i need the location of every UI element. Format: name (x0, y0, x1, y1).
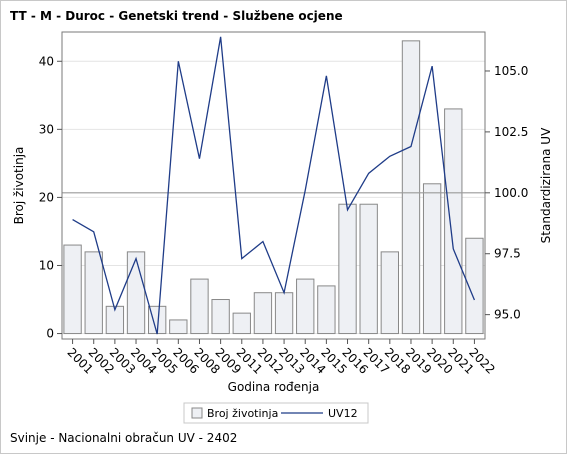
legend-box (183, 402, 369, 424)
bar-2020 (422, 183, 442, 335)
grid-lines (62, 32, 485, 339)
bar-2003 (105, 305, 125, 335)
axes: 01020304095.097.5100.0102.5105.020012002… (12, 31, 553, 394)
y2-tick-label: 100.0 (494, 186, 528, 200)
chart-area: 01020304095.097.5100.0102.5105.020012002… (12, 31, 553, 424)
bar-2022 (465, 237, 484, 335)
y-tick-label: 40 (39, 54, 54, 68)
x-axis-title: Godina rođenja (228, 380, 320, 394)
bar-2008 (190, 278, 209, 335)
bar-2001 (63, 244, 82, 335)
plot-frame (61, 31, 486, 340)
bar-2009 (211, 299, 230, 335)
line-series (72, 36, 476, 335)
bar-2016 (338, 203, 357, 335)
bar-2011 (232, 312, 251, 335)
y-tick-label: 20 (39, 190, 54, 204)
y-tick-label: 30 (39, 122, 54, 136)
y-tick-label: 10 (39, 258, 54, 272)
legend-label-line: UV12 (328, 407, 358, 420)
y-tick-label: 0 (46, 327, 54, 341)
legend-label-bars: Broj životinja (207, 407, 278, 420)
bar-2021 (444, 108, 463, 335)
footnote: Svinje - Nacionalni obračun UV - 2402 (10, 431, 238, 445)
bar-2017 (359, 203, 378, 335)
bar-2012 (253, 292, 273, 335)
bar-2004 (126, 251, 146, 335)
y2-tick-label: 97.5 (494, 247, 521, 261)
chart-title: TT - M - Duroc - Genetski trend - Službe… (10, 9, 343, 23)
bar-2002 (84, 251, 103, 335)
bar-2019 (401, 40, 421, 335)
bar-2014 (296, 278, 315, 335)
bar-series (63, 40, 484, 335)
bar-2006 (169, 319, 188, 335)
y2-tick-label: 105.0 (494, 64, 528, 78)
y2-tick-label: 95.0 (494, 308, 521, 322)
y2-tick-label: 102.5 (494, 125, 528, 139)
bar-2013 (274, 292, 294, 335)
legend-swatch-bars (191, 407, 203, 419)
legend: Broj životinja UV12 (183, 402, 369, 424)
bar-2015 (317, 285, 336, 335)
plot-background (62, 32, 485, 339)
y-axis-title: Broj životinja (12, 147, 26, 225)
uv12-line (72, 36, 476, 335)
y2-axis-title: Standardizirana UV (539, 127, 553, 243)
bar-2018 (380, 251, 399, 335)
